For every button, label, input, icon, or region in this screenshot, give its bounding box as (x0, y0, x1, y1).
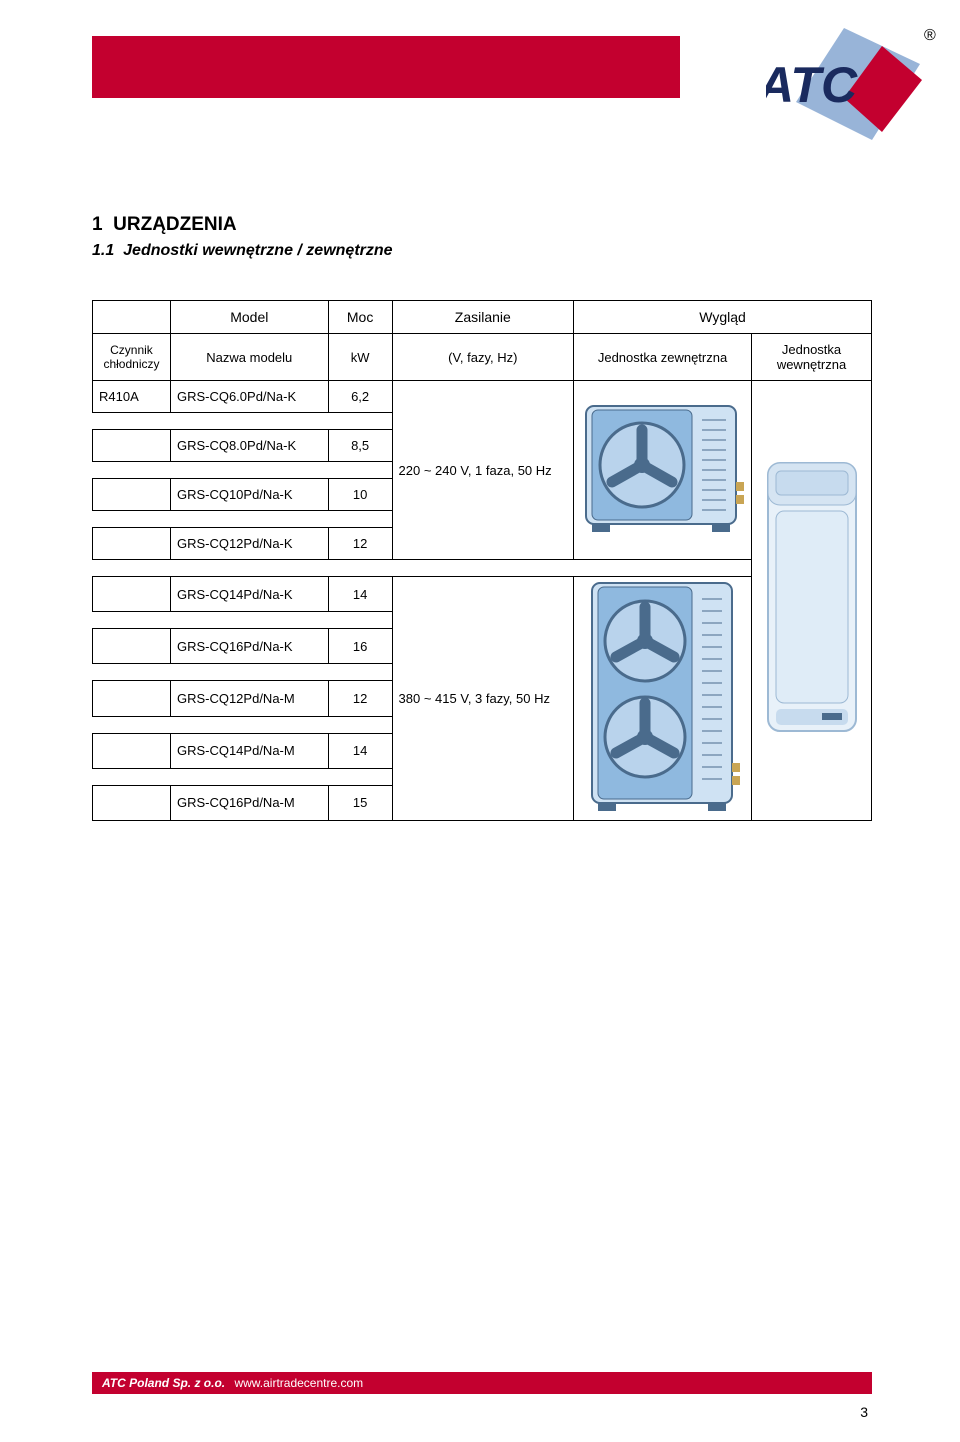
kw-cell: 14 (328, 577, 392, 612)
sub-header-zewn: Jednostka zewnętrzna (574, 334, 752, 381)
model-cell: GRS-CQ14Pd/Na-M (170, 733, 328, 768)
kw-cell: 8,5 (328, 430, 392, 462)
col-header-model: Model (170, 301, 328, 334)
model-cell: GRS-CQ16Pd/Na-K (170, 629, 328, 664)
sub-header-vfh: (V, fazy, Hz) (392, 334, 574, 381)
indoor-unit-icon (758, 459, 866, 739)
brand-logo: ATC ® (722, 18, 918, 148)
col-header-moc: Moc (328, 301, 392, 334)
kw-cell: 10 (328, 479, 392, 511)
heading-2: 1.1 Jednostki wewnętrzne / zewnętrzne (92, 242, 872, 260)
footer-site: www.airtradecentre.com (234, 1376, 363, 1390)
kw-cell: 12 (328, 528, 392, 560)
table-header-row-1: Model Moc Zasilanie Wygląd (93, 301, 872, 334)
sub-header-czynnik: Czynnik chłodniczy (93, 334, 171, 381)
outdoor-image-cell-1 (574, 381, 752, 560)
atc-logo-icon: ATC ® (766, 24, 936, 144)
sub-header-nazwa: Nazwa modelu (170, 334, 328, 381)
col-header-zasilanie: Zasilanie (392, 301, 574, 334)
outdoor-unit-single-fan-icon (578, 394, 748, 544)
model-cell: GRS-CQ12Pd/Na-K (170, 528, 328, 560)
model-cell: GRS-CQ6.0Pd/Na-K (170, 381, 328, 413)
page-content-real: 1 URZĄDZENIA 1.1 Jednostki wewnętrzne / … (92, 214, 872, 821)
spec-table: Model Moc Zasilanie Wygląd Czynnik chłod… (92, 300, 872, 821)
kw-cell: 16 (328, 629, 392, 664)
header-red-bar (92, 36, 680, 98)
logo-text: ATC (766, 57, 858, 113)
footer-bar: ATC Poland Sp. z o.o. www.airtradecentre… (92, 1372, 872, 1394)
kw-cell: 14 (328, 733, 392, 768)
power-cell-1: 220 ~ 240 V, 1 faza, 50 Hz (392, 381, 574, 560)
col-header-wyglad: Wygląd (574, 301, 872, 334)
model-cell: GRS-CQ8.0Pd/Na-K (170, 430, 328, 462)
table-row: R410A GRS-CQ6.0Pd/Na-K 6,2 220 ~ 240 V, … (93, 381, 872, 413)
indoor-image-cell (752, 381, 872, 821)
kw-cell: 15 (328, 785, 392, 820)
sub-header-kw: kW (328, 334, 392, 381)
table-header-row-2: Czynnik chłodniczy Nazwa modelu kW (V, f… (93, 334, 872, 381)
kw-cell: 6,2 (328, 381, 392, 413)
kw-cell: 12 (328, 681, 392, 716)
outdoor-unit-dual-fan-icon (584, 577, 742, 817)
refrigerant-cell: R410A (93, 381, 171, 413)
outdoor-image-cell-2 (574, 577, 752, 821)
footer-company: ATC Poland Sp. z o.o. (102, 1376, 225, 1390)
model-cell: GRS-CQ14Pd/Na-K (170, 577, 328, 612)
heading-1: 1 URZĄDZENIA (92, 214, 872, 236)
svg-text:®: ® (924, 27, 936, 44)
model-cell: GRS-CQ12Pd/Na-M (170, 681, 328, 716)
model-cell: GRS-CQ16Pd/Na-M (170, 785, 328, 820)
power-cell-2: 380 ~ 415 V, 3 fazy, 50 Hz (392, 577, 574, 821)
page-number: 3 (860, 1404, 868, 1420)
sub-header-wewn: Jednostka wewnętrzna (752, 334, 872, 381)
model-cell: GRS-CQ10Pd/Na-K (170, 479, 328, 511)
